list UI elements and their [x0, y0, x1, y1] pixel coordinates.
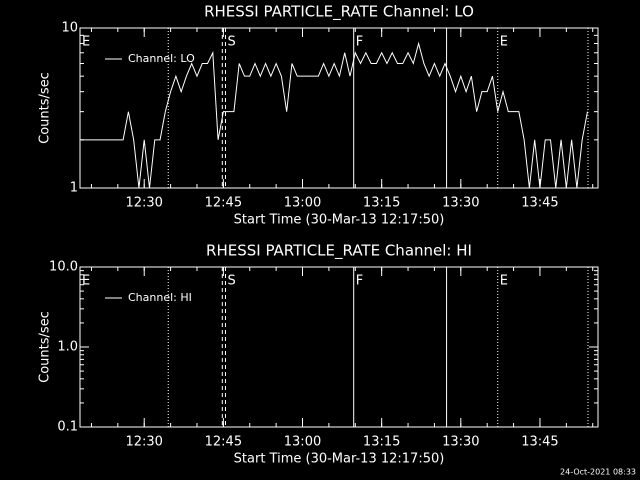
x-tick-label: 12:45 [205, 435, 242, 450]
x-tick-label: 13:00 [284, 435, 321, 450]
x-axis-label: Start Time (30-Mar-13 12:17:50) [234, 452, 445, 467]
y-tick-label: 0.1 [57, 420, 78, 435]
y-tick-label: 10.0 [49, 260, 78, 275]
x-tick-label: 12:30 [125, 196, 162, 211]
x-tick-label: 13:30 [442, 196, 479, 211]
chart-title: RHESSI PARTICLE_RATE Channel: LO [204, 3, 474, 22]
event-flag: E [500, 35, 508, 50]
y-axis-label: Counts/sec [38, 72, 53, 144]
x-tick-label: 13:15 [363, 196, 400, 211]
x-tick-label: 13:00 [284, 196, 321, 211]
x-tick-label: 12:45 [205, 196, 242, 211]
x-tick-label: 13:15 [363, 435, 400, 450]
legend-label: Channel: LO [128, 52, 195, 65]
y-tick-label: 10 [61, 21, 78, 36]
plot-frame [79, 27, 599, 189]
y-tick-label: 1.0 [57, 340, 78, 355]
event-flag: E [500, 274, 508, 289]
x-tick-label: 13:45 [521, 435, 558, 450]
event-flag: F [356, 35, 363, 50]
event-flag: E [82, 35, 90, 50]
y-axis-label: Counts/sec [38, 311, 53, 383]
data-line [80, 41, 588, 189]
x-axis-label: Start Time (30-Mar-13 12:17:50) [234, 213, 445, 228]
x-tick-label: 13:30 [442, 435, 479, 450]
event-flag: S [227, 35, 235, 50]
y-tick-label: 1 [70, 181, 78, 196]
event-flag: E [82, 274, 90, 289]
timestamp: 24-Oct-2021 08:33 [560, 468, 636, 477]
chart-title: RHESSI PARTICLE_RATE Channel: HI [206, 242, 472, 261]
event-flag: S [227, 274, 235, 289]
x-tick-label: 12:30 [125, 435, 162, 450]
legend-label: Channel: HI [128, 291, 192, 304]
event-flag: F [356, 274, 363, 289]
x-tick-label: 13:45 [521, 196, 558, 211]
